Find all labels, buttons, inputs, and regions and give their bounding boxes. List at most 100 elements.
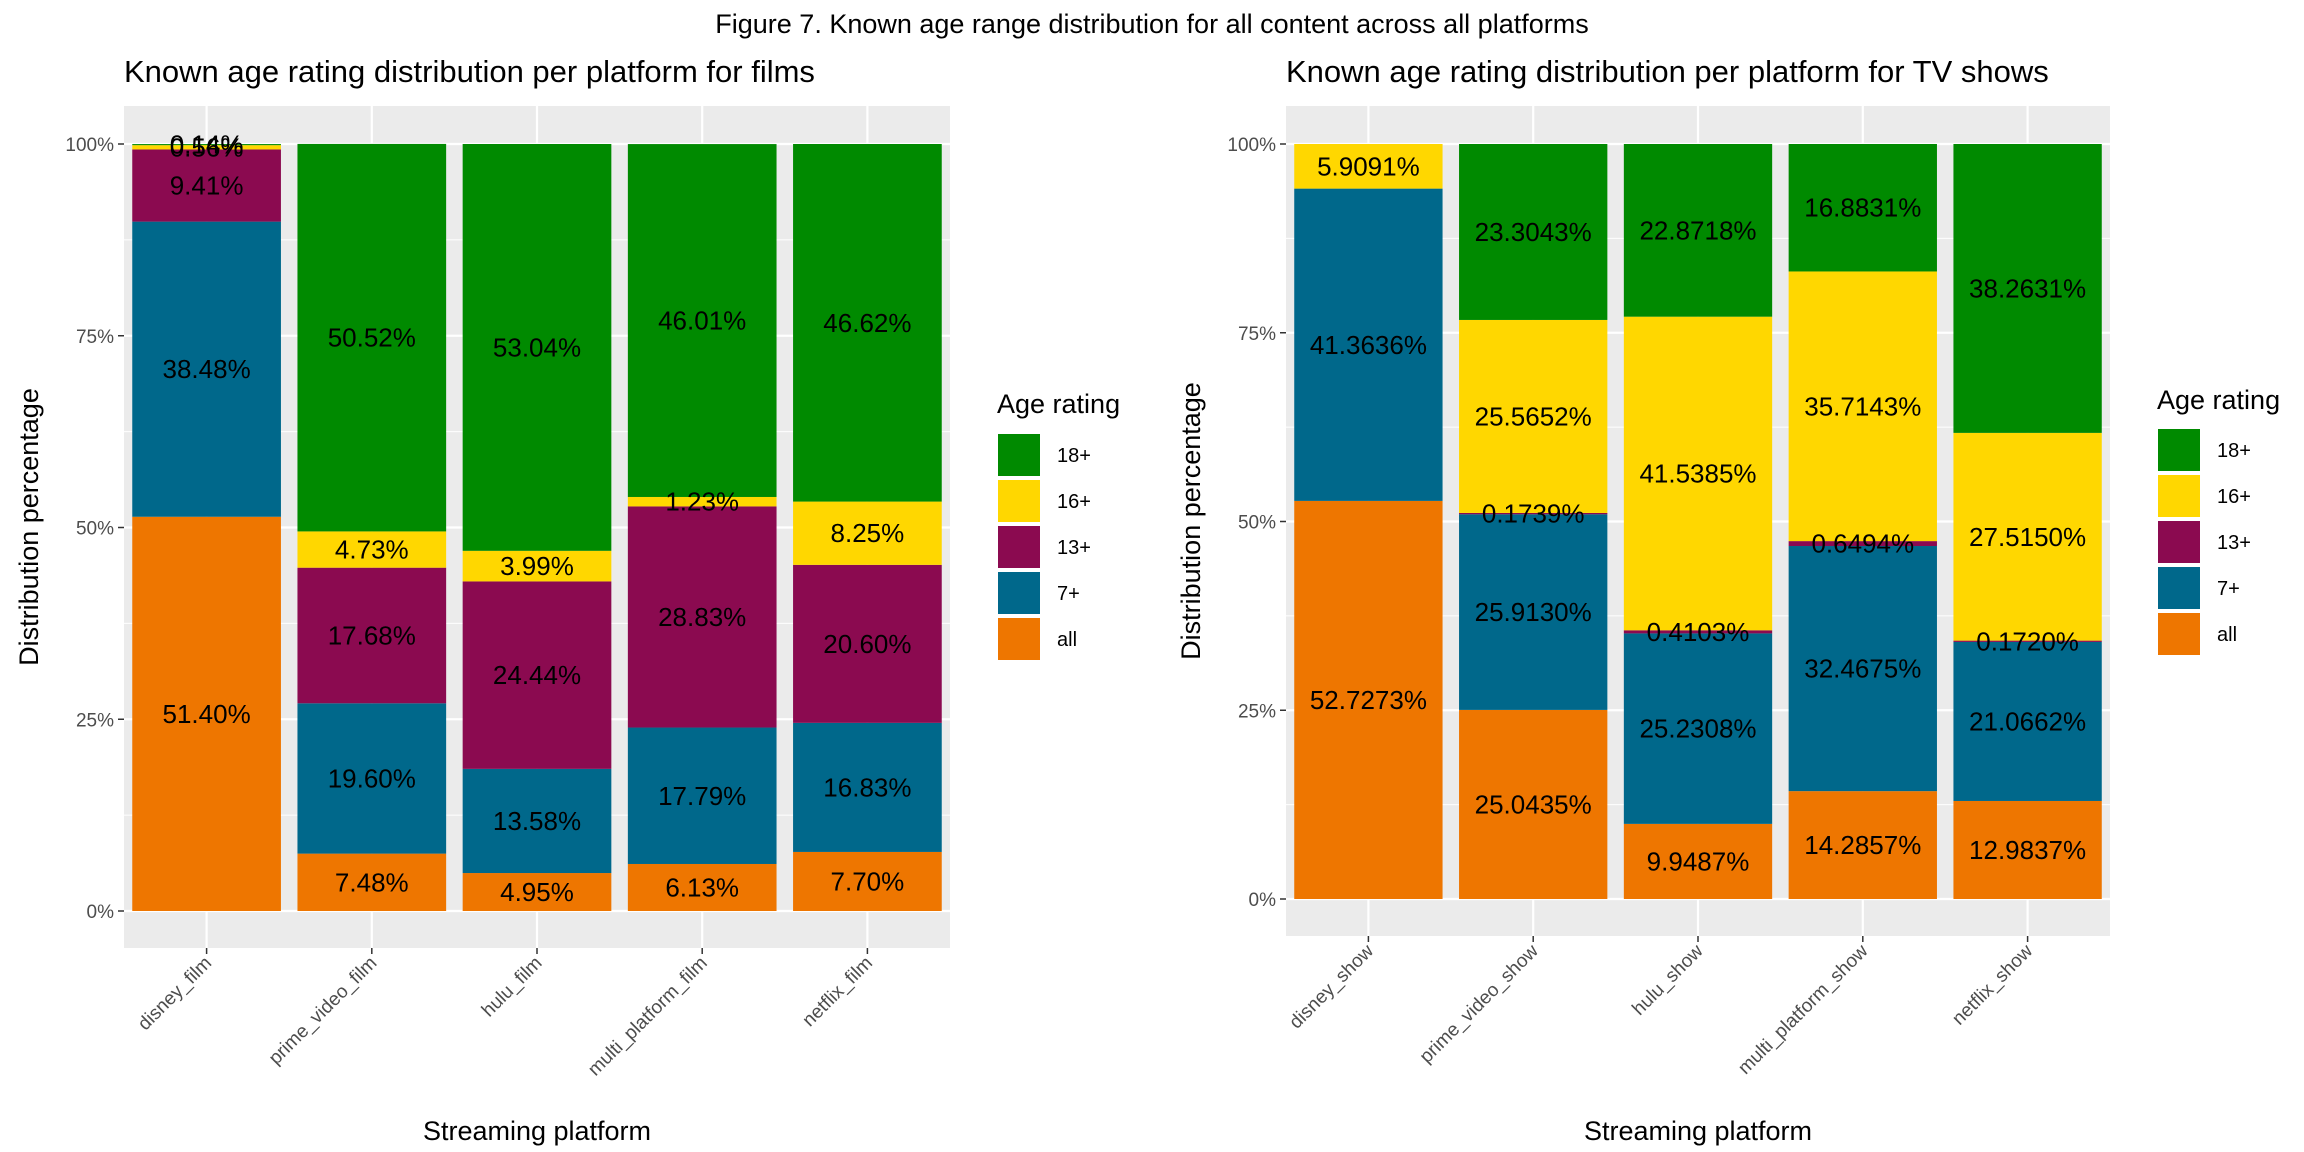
legend-swatch-7+ — [2156, 565, 2202, 611]
legend-label-16+: 16+ — [2217, 486, 2251, 508]
bar-disney_show-all — [1294, 500, 1443, 899]
data-label-disney_show-7+: 41.3636% — [1310, 330, 1427, 360]
bar-netflix_film-13+ — [793, 564, 942, 723]
bar-disney_film-all — [132, 516, 281, 911]
x-axis-title: Streaming platform — [423, 1116, 651, 1146]
x-tick-label: hulu_film — [478, 953, 547, 1022]
data-label-disney_film-16+: 0.56% — [170, 132, 244, 162]
data-label-multi_platform_film-16+: 1.23% — [665, 487, 739, 517]
data-label-prime_video_film-all: 7.48% — [335, 867, 409, 897]
bar-prime_video_film-7+ — [297, 703, 447, 854]
legend-swatch-16+ — [996, 478, 1042, 524]
legend-swatch-all — [996, 616, 1042, 662]
chart-panel-1: Known age rating distribution per platfo… — [14, 54, 1120, 1146]
chart-title: Known age rating distribution per platfo… — [1286, 54, 2049, 89]
data-label-multi_platform_show-all: 14.2857% — [1804, 830, 1921, 860]
data-label-netflix_film-18+: 46.62% — [823, 308, 911, 338]
legend-label-13+: 13+ — [1057, 537, 1091, 559]
bar-multi_platform_show-7+ — [1788, 546, 1937, 792]
data-label-hulu_film-7+: 13.58% — [493, 806, 581, 836]
bar-multi_platform_show-18+ — [1788, 144, 1937, 272]
data-label-hulu_show-all: 9.9487% — [1647, 846, 1750, 876]
legend-swatch-18+ — [996, 432, 1042, 478]
data-label-prime_video_film-13+: 17.68% — [328, 620, 416, 650]
bar-netflix_film-all — [793, 851, 942, 911]
data-label-netflix_film-7+: 16.83% — [823, 772, 911, 802]
chart-panel-2: Known age rating distribution per platfo… — [1176, 54, 2280, 1146]
data-label-hulu_film-16+: 3.99% — [500, 551, 574, 581]
data-label-hulu_show-16+: 41.5385% — [1639, 458, 1756, 488]
data-label-prime_video_show-all: 25.0435% — [1475, 789, 1592, 819]
data-label-disney_film-7+: 38.48% — [163, 354, 251, 384]
bar-prime_video_show-13+ — [1459, 512, 1608, 515]
bar-disney_film-13+ — [132, 149, 281, 222]
data-label-hulu_film-13+: 24.44% — [493, 660, 581, 690]
data-label-disney_film-13+: 9.41% — [170, 171, 244, 201]
bar-multi_platform_show-16+ — [1788, 271, 1937, 542]
legend-swatch-13+ — [2156, 519, 2202, 565]
data-label-disney_show-16+: 5.9091% — [1317, 151, 1420, 181]
bar-netflix_show-7+ — [1953, 641, 2102, 801]
legend-label-13+: 13+ — [2217, 532, 2251, 554]
x-tick-label: disney_film — [134, 953, 216, 1035]
data-label-netflix_show-all: 12.9837% — [1969, 835, 2086, 865]
data-label-netflix_film-all: 7.70% — [831, 866, 905, 896]
data-label-prime_video_film-18+: 50.52% — [328, 323, 416, 353]
bar-multi_platform_film-13+ — [627, 506, 777, 728]
bar-netflix_film-16+ — [793, 501, 942, 565]
bar-netflix_show-all — [1953, 800, 2102, 899]
data-label-hulu_film-18+: 53.04% — [493, 332, 581, 362]
legend-label-18+: 18+ — [1057, 445, 1091, 467]
bar-prime_video_show-16+ — [1459, 319, 1608, 513]
chart-title: Known age rating distribution per platfo… — [124, 54, 815, 89]
bar-netflix_show-18+ — [1953, 144, 2102, 433]
y-tick-label: 50% — [1238, 513, 1276, 534]
x-tick-label: prime_video_film — [265, 953, 381, 1069]
data-label-prime_video_film-7+: 19.60% — [328, 763, 416, 793]
y-tick-label: 0% — [87, 902, 115, 923]
legend-swatch-18+ — [2156, 427, 2202, 473]
y-tick-label: 25% — [1238, 701, 1276, 722]
data-label-multi_platform_film-all: 6.13% — [665, 872, 739, 902]
data-label-disney_film-18+: 0.14% — [170, 130, 244, 160]
bar-prime_video_show-7+ — [1459, 514, 1608, 710]
y-axis-title: Distribution percentage — [14, 388, 44, 666]
data-label-netflix_film-16+: 8.25% — [831, 518, 905, 548]
bar-netflix_show-16+ — [1953, 432, 2102, 641]
data-label-prime_video_film-16+: 4.73% — [335, 535, 409, 565]
bar-disney_film-16+ — [132, 145, 281, 150]
x-tick-label: disney_show — [1285, 940, 1378, 1033]
bar-hulu_film-18+ — [462, 144, 612, 551]
bar-hulu_show-16+ — [1623, 316, 1773, 631]
legend-label-16+: 16+ — [1057, 491, 1091, 513]
legend-label-18+: 18+ — [2217, 440, 2251, 462]
bar-netflix_film-7+ — [793, 722, 942, 852]
legend-swatch-all — [2156, 611, 2202, 657]
bar-disney_show-16+ — [1294, 144, 1443, 189]
data-label-prime_video_show-7+: 25.9130% — [1475, 597, 1592, 627]
bar-prime_video_film-18+ — [297, 143, 447, 532]
legend-title: Age rating — [2157, 385, 2280, 415]
bar-multi_platform_film-all — [627, 863, 777, 911]
y-axis-title: Distribution percentage — [1176, 382, 1206, 660]
bar-multi_platform_show-13+ — [1788, 541, 1937, 547]
bar-netflix_film-18+ — [793, 144, 942, 502]
data-label-netflix_show-13+: 0.1720% — [1976, 626, 2079, 656]
legend-swatch-13+ — [996, 524, 1042, 570]
bar-hulu_show-18+ — [1623, 143, 1773, 317]
y-tick-label: 25% — [76, 710, 114, 731]
bar-multi_platform_film-7+ — [627, 727, 777, 864]
y-tick-label: 0% — [1249, 890, 1277, 911]
data-label-hulu_show-18+: 22.8718% — [1639, 215, 1756, 245]
figure-title: Figure 7. Known age range distribution f… — [715, 9, 1588, 39]
data-label-disney_film-all: 51.40% — [163, 699, 251, 729]
legend-title: Age rating — [997, 389, 1120, 419]
legend: Age rating 18+ 16+ 13+ 7+ all — [996, 389, 1120, 662]
data-label-netflix_show-16+: 27.5150% — [1969, 522, 2086, 552]
x-tick-label: netflix_show — [1948, 940, 2037, 1029]
bar-prime_video_film-all — [297, 853, 447, 911]
bar-hulu_film-13+ — [462, 581, 612, 769]
bar-hulu_film-all — [462, 873, 612, 911]
data-label-prime_video_show-18+: 23.3043% — [1475, 217, 1592, 247]
